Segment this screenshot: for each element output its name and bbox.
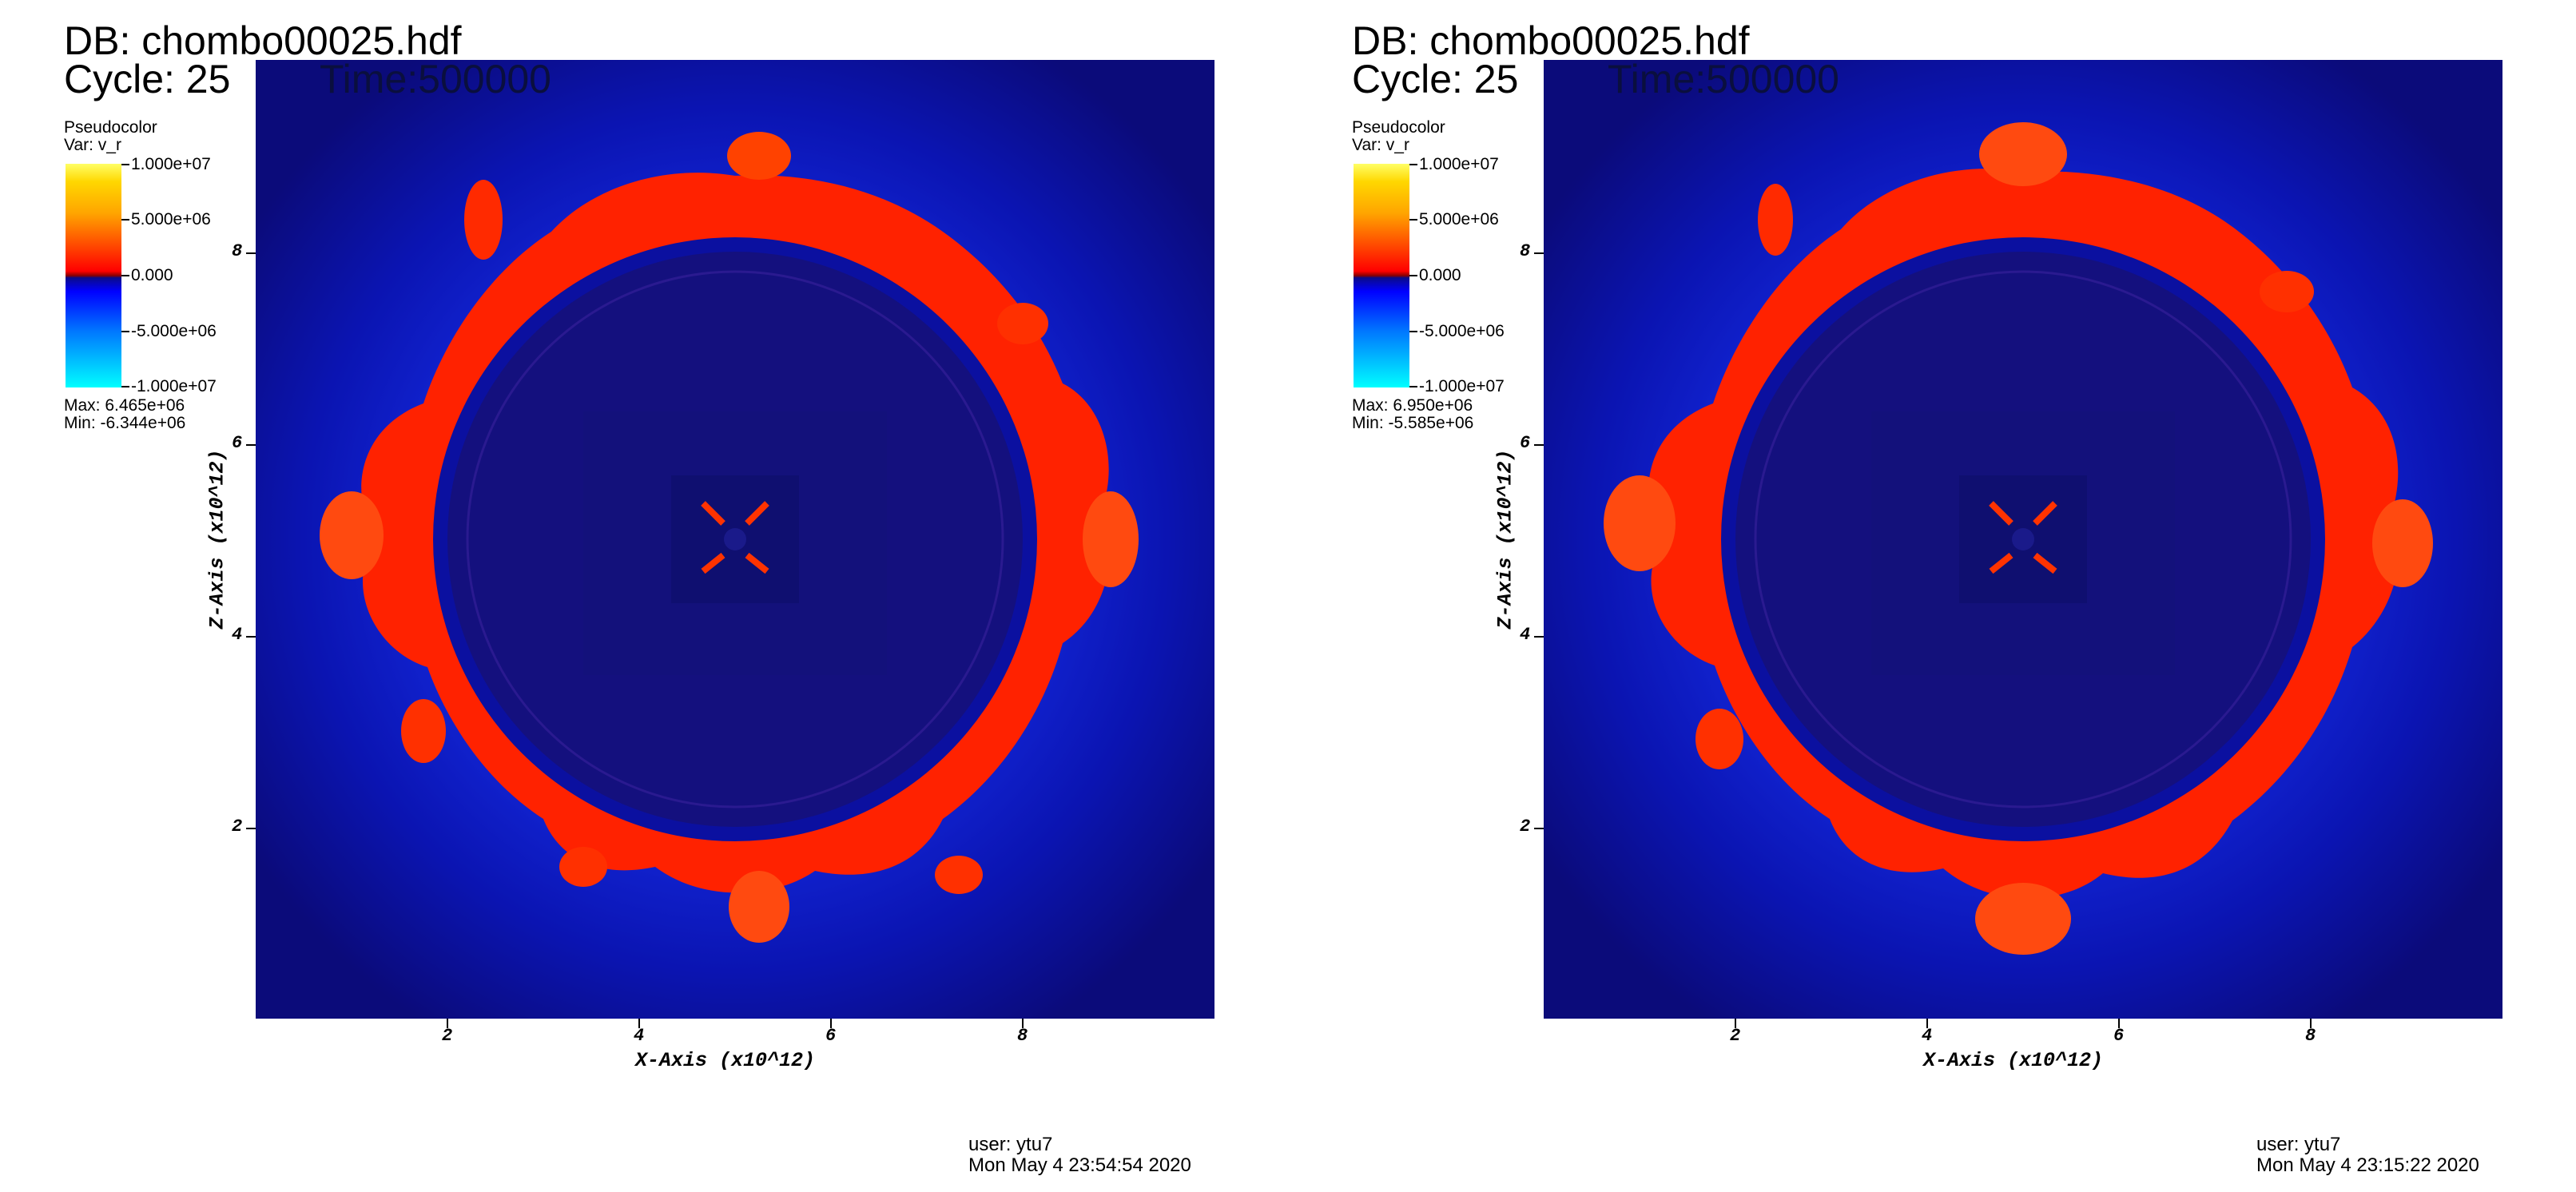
y-tick-label: 4 — [1520, 625, 1531, 645]
colorbar-tick — [121, 164, 129, 165]
db-title: DB: chombo00025.hdf — [1352, 18, 1750, 63]
colorbar-tick-label: 5.000e+06 — [131, 210, 211, 228]
y-tick-label: 2 — [232, 817, 243, 836]
pseudocolor-plot[interactable] — [1544, 60, 2502, 1019]
colorbar-tick — [121, 331, 129, 332]
colorbar-tick-label: 0.000 — [131, 266, 173, 284]
y-tick-label: 8 — [1520, 241, 1531, 261]
x-tick-label: 6 — [2113, 1026, 2125, 1046]
colorbar — [66, 164, 121, 387]
colorbar-tick — [121, 386, 129, 387]
colorbar-tick — [1409, 386, 1417, 387]
x-tick-label: 2 — [1730, 1026, 1741, 1046]
user-label: user: ytu7 — [2256, 1134, 2341, 1155]
colorbar-tick — [1409, 164, 1417, 165]
y-tick-label: 6 — [1520, 433, 1531, 453]
x-tick — [638, 1019, 640, 1028]
x-tick — [1926, 1019, 1928, 1028]
y-tick — [1534, 444, 1544, 446]
user-label: user: ytu7 — [968, 1134, 1053, 1155]
colorbar-tick — [1409, 331, 1417, 332]
x-tick-label: 8 — [1017, 1026, 1028, 1046]
y-axis-title: Z-Axis (x10^12) — [205, 449, 229, 630]
colorbar-tick-label: 5.000e+06 — [1419, 210, 1499, 228]
date-label: Mon May 4 23:15:22 2020 — [2256, 1154, 2479, 1176]
colorbar-tick-label: -1.000e+07 — [1419, 377, 1505, 395]
y-tick — [1534, 636, 1544, 638]
legend-var: Var: v_r — [1352, 136, 1409, 154]
y-tick-label: 4 — [232, 625, 243, 645]
pseudocolor-field — [256, 60, 1214, 1019]
colorbar-tick-label: -5.000e+06 — [1419, 322, 1505, 340]
y-tick-label: 6 — [232, 433, 243, 453]
pseudocolor-field — [1544, 60, 2502, 1019]
y-tick — [246, 636, 256, 638]
x-tick — [830, 1019, 832, 1028]
legend-var: Var: v_r — [64, 136, 121, 154]
min-value: Min: -6.344e+06 — [64, 414, 186, 432]
y-tick — [246, 444, 256, 446]
x-tick-label: 2 — [442, 1026, 453, 1046]
x-axis-title: X-Axis (x10^12) — [635, 1049, 816, 1072]
x-tick-label: 4 — [634, 1026, 645, 1046]
x-tick — [1735, 1019, 1736, 1028]
time-label: Time:500000 — [1608, 57, 1839, 101]
visit-window-left: DB: chombo00025.hdf Cycle: 25 Time:50000… — [64, 18, 1214, 1176]
legend-title: Pseudocolor — [64, 118, 157, 137]
y-axis-title: Z-Axis (x10^12) — [1493, 449, 1517, 630]
x-tick-label: 4 — [1922, 1026, 1933, 1046]
time-label: Time:500000 — [320, 57, 551, 101]
min-value: Min: -5.585e+06 — [1352, 414, 1474, 432]
colorbar-tick-label: -5.000e+06 — [131, 322, 217, 340]
colorbar-tick — [121, 219, 129, 221]
date-label: Mon May 4 23:54:54 2020 — [968, 1154, 1191, 1176]
max-value: Max: 6.465e+06 — [64, 396, 185, 415]
x-tick-label: 8 — [2305, 1026, 2316, 1046]
y-tick — [246, 828, 256, 829]
pseudocolor-plot[interactable] — [256, 60, 1214, 1019]
colorbar-tick — [1409, 275, 1417, 276]
x-tick — [2310, 1019, 2312, 1028]
colorbar — [1354, 164, 1409, 387]
colorbar-tick-label: 1.000e+07 — [131, 155, 211, 173]
y-tick — [1534, 828, 1544, 829]
y-tick — [246, 252, 256, 254]
y-tick-label: 8 — [232, 241, 243, 261]
y-tick-label: 2 — [1520, 817, 1531, 836]
colorbar-tick-label: 0.000 — [1419, 266, 1461, 284]
visit-window-right: DB: chombo00025.hdf Cycle: 25 Time:50000… — [1288, 0, 2576, 1192]
max-value: Max: 6.950e+06 — [1352, 396, 1473, 415]
cycle-label: Cycle: 25 — [1352, 57, 1519, 101]
x-tick — [2118, 1019, 2120, 1028]
x-tick — [447, 1019, 448, 1028]
legend-title: Pseudocolor — [1352, 118, 1445, 137]
colorbar-tick-label: -1.000e+07 — [131, 377, 217, 395]
db-title: DB: chombo00025.hdf — [64, 18, 462, 63]
colorbar-tick — [121, 275, 129, 276]
x-tick-label: 6 — [825, 1026, 837, 1046]
colorbar-tick — [1409, 219, 1417, 221]
colorbar-tick-label: 1.000e+07 — [1419, 155, 1499, 173]
x-tick — [1022, 1019, 1024, 1028]
y-tick — [1534, 252, 1544, 254]
x-axis-title: X-Axis (x10^12) — [1923, 1049, 2104, 1072]
cycle-label: Cycle: 25 — [64, 57, 231, 101]
